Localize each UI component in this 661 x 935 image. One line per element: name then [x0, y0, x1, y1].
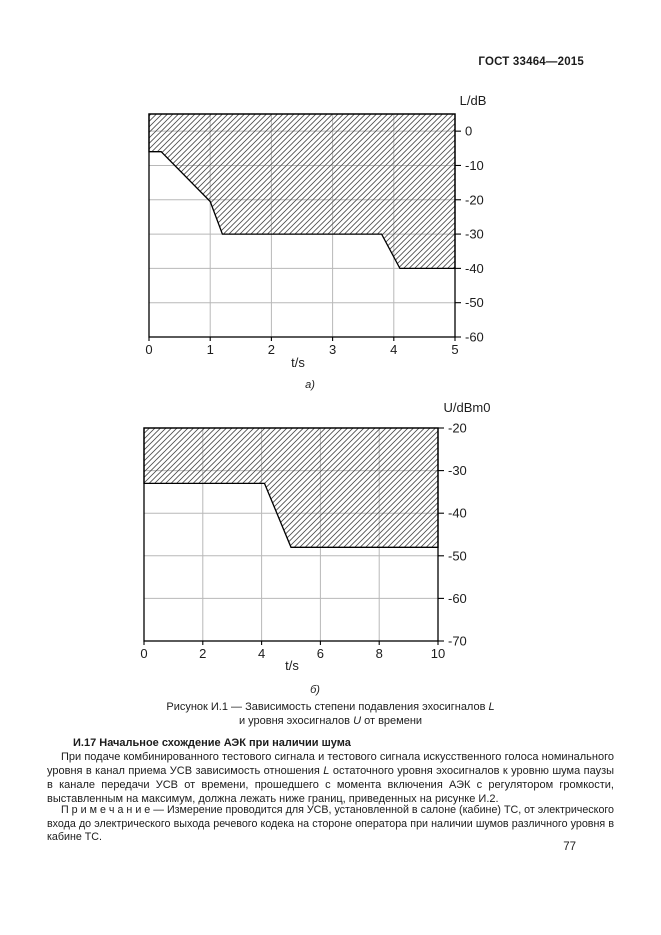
svg-text:2: 2 — [268, 342, 275, 357]
figure-caption-line2: и уровня эхосигналов U от времени — [238, 714, 423, 727]
variable-U: U — [353, 714, 362, 727]
note-label: П р и м е ч а н и е — [61, 804, 151, 816]
note-paragraph: П р и м е ч а н и е — Измерение проводит… — [47, 804, 614, 845]
svg-text:-10: -10 — [465, 158, 484, 173]
svg-text:-60: -60 — [465, 330, 484, 345]
svg-text:-30: -30 — [465, 227, 484, 242]
chart-b-figure: -20 -30 -40 -50 -60 -70 0 2 4 6 8 10 U/dBm0 t/s б) — [140, 400, 491, 696]
svg-text:8: 8 — [376, 646, 383, 661]
svg-text:6: 6 — [317, 646, 324, 661]
page-number: 77 — [563, 841, 576, 853]
svg-text:2: 2 — [199, 646, 206, 661]
svg-text:3: 3 — [329, 342, 336, 357]
variable-L: L — [488, 701, 495, 713]
svg-text:4: 4 — [258, 646, 265, 661]
svg-text:0: 0 — [465, 124, 472, 139]
svg-text:0: 0 — [145, 342, 152, 357]
svg-text:-40: -40 — [448, 506, 467, 521]
svg-text:10: 10 — [431, 646, 445, 661]
body-paragraph: При подаче комбинированного тестового си… — [47, 751, 615, 805]
svg-text:U/dBm0: U/dBm0 — [444, 400, 491, 415]
svg-text:-50: -50 — [465, 295, 484, 310]
svg-text:б): б) — [310, 684, 320, 696]
svg-text:-40: -40 — [465, 261, 484, 276]
svg-text:1: 1 — [207, 342, 214, 357]
variable-L: L — [323, 764, 330, 777]
doc-number: ГОСТ 33464—2015 — [478, 56, 584, 68]
svg-text:5: 5 — [451, 342, 458, 357]
svg-text:а): а) — [305, 379, 315, 391]
svg-text:t/s: t/s — [285, 658, 299, 673]
svg-text:-20: -20 — [448, 421, 467, 436]
figure-caption: Рисунок И.1 — Зависимость степени подавл… — [0, 701, 661, 728]
svg-text:4: 4 — [390, 342, 397, 357]
page-header: ГОСТ 33464—2015 — [478, 56, 584, 68]
svg-text:0: 0 — [140, 646, 147, 661]
svg-text:-20: -20 — [465, 192, 484, 207]
svg-text:-60: -60 — [448, 591, 467, 606]
svg-text:-30: -30 — [448, 463, 467, 478]
chart-a-figure: 0 -10 -20 -30 -40 -50 -60 0 1 2 3 4 5 L/dB t/sа) — [145, 93, 487, 391]
svg-text:L/dB: L/dB — [460, 93, 487, 108]
figure-caption-line1: Рисунок И.1 — Зависимость степени подавл… — [166, 701, 495, 713]
svg-text:t/s: t/s — [291, 355, 305, 370]
note-text: — Измерение проводится для УСВ, установл… — [47, 804, 614, 844]
svg-text:-50: -50 — [448, 548, 467, 563]
section-heading: И.17 Начальное схождение АЭК при наличии… — [73, 737, 351, 749]
svg-text:-70: -70 — [448, 634, 467, 649]
